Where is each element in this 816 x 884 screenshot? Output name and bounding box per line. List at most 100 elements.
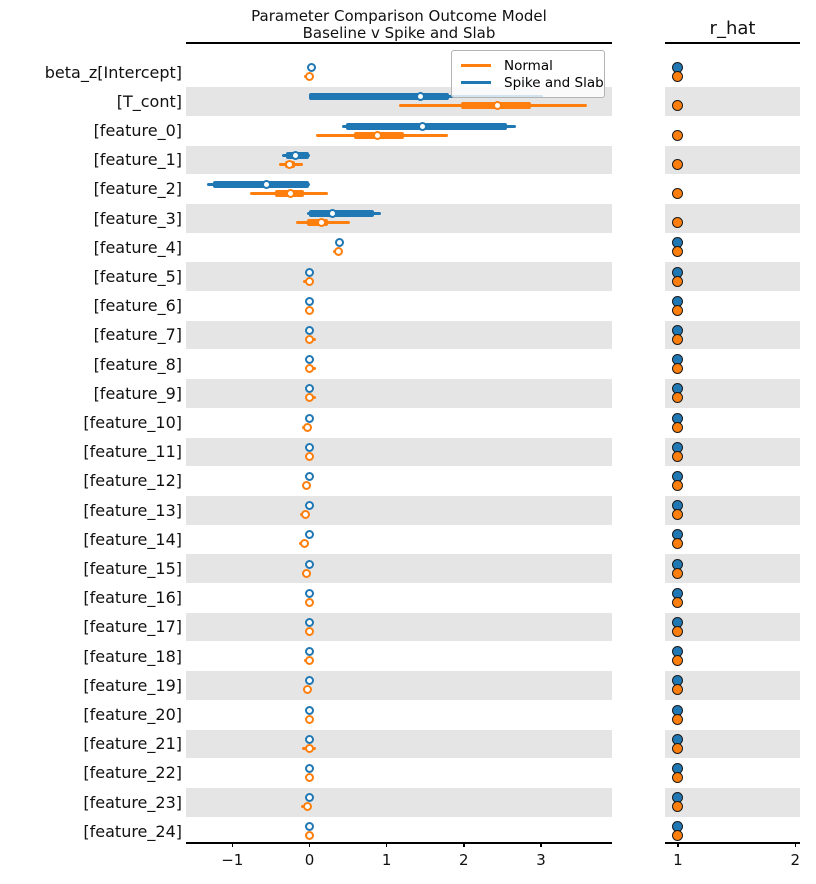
x-tick <box>385 843 388 847</box>
row-label: [feature_8] <box>93 354 182 374</box>
row-band-rhat <box>665 145 800 175</box>
row-band-rhat <box>665 671 800 700</box>
row-band-rhat <box>665 437 800 467</box>
median-marker-spike_slab <box>304 413 314 423</box>
row-band-rhat <box>665 262 800 292</box>
median-marker-spike_slab <box>261 179 271 189</box>
median-marker-spike_slab <box>304 530 314 540</box>
row-label: [feature_13] <box>83 500 182 520</box>
rhat-dot-normal <box>672 275 684 287</box>
rhat-dot-normal <box>672 479 684 491</box>
median-marker-spike_slab <box>304 705 314 715</box>
median-marker-normal <box>301 568 311 578</box>
row-band-rhat <box>665 788 800 817</box>
median-marker-normal <box>316 218 326 228</box>
row-label: [feature_4] <box>93 237 182 257</box>
row-label: [feature_2] <box>93 179 182 199</box>
row-label: [feature_11] <box>83 442 182 462</box>
rhat-dot-normal <box>672 771 684 783</box>
x-tick <box>463 843 465 847</box>
rhat-dot-normal <box>672 217 684 229</box>
median-marker-normal <box>304 743 314 753</box>
row-band-rhat <box>665 554 800 584</box>
rhat-dot-normal <box>672 129 684 141</box>
rhat-dot-normal <box>672 304 684 316</box>
median-marker-normal <box>304 772 314 782</box>
row-label: [feature_15] <box>83 559 182 578</box>
rhat-dot-normal <box>672 71 684 83</box>
median-marker-spike_slab <box>335 238 345 248</box>
median-marker-normal <box>304 305 314 315</box>
iqr-line-spike_slab <box>309 210 375 218</box>
row-band-rhat <box>665 729 800 759</box>
legend-entry-normal: Normal <box>461 57 594 74</box>
median-marker-normal <box>299 539 309 549</box>
row-band-rhat <box>665 496 800 525</box>
row-label: [feature_24] <box>83 821 182 841</box>
rhat-dot-normal <box>672 450 684 462</box>
row-band-main <box>186 320 612 350</box>
median-marker-spike_slab <box>304 763 314 773</box>
x-tick-label: 0 <box>304 851 315 869</box>
legend-entry-label: Normal <box>504 57 553 74</box>
row-band-rhat <box>665 320 800 350</box>
row-band-main <box>186 145 612 175</box>
median-marker-spike_slab <box>304 793 314 803</box>
median-marker-normal <box>302 802 312 812</box>
row-label: [feature_22] <box>83 763 182 783</box>
legend-entry-label: Spike and Slab <box>504 74 604 91</box>
rhat-dot-normal <box>672 625 684 637</box>
row-label: [feature_21] <box>83 734 182 754</box>
median-marker-spike_slab <box>418 121 428 131</box>
row-band-main <box>186 554 612 584</box>
median-marker-spike_slab <box>304 296 314 306</box>
rhat-tick-label: 1 <box>673 851 683 869</box>
x-tick <box>540 843 542 847</box>
median-marker-normal <box>304 831 314 841</box>
row-band-main <box>186 496 612 525</box>
rhat-dot-normal <box>672 713 684 725</box>
row-label: [feature_23] <box>83 792 182 812</box>
row-label: [feature_1] <box>93 150 182 170</box>
median-marker-normal <box>303 685 313 695</box>
iqr-line-spike_slab <box>213 180 309 188</box>
row-label: [feature_20] <box>83 705 182 724</box>
row-label: [feature_10] <box>83 413 182 432</box>
median-marker-normal <box>286 188 296 198</box>
row-band-rhat <box>665 87 800 116</box>
rhat-dot-normal <box>672 830 684 842</box>
main-panel-bottom-spine <box>186 842 612 844</box>
rhat-panel-top-spine <box>665 42 800 44</box>
rhat-dot-normal <box>672 684 684 696</box>
row-label: [T_cont] <box>116 91 182 111</box>
legend-line-sample-spike-slab-icon <box>461 81 491 84</box>
iqr-line-spike_slab <box>309 93 450 101</box>
x-tick-label: 1 <box>381 851 392 869</box>
row-band-main <box>186 671 612 700</box>
median-marker-normal <box>304 393 314 403</box>
median-marker-spike_slab <box>304 559 314 569</box>
median-marker-spike_slab <box>304 676 314 686</box>
row-label: [feature_18] <box>83 646 182 666</box>
row-label: [feature_5] <box>93 267 182 286</box>
row-label: [feature_6] <box>93 296 182 316</box>
median-marker-spike_slab <box>304 501 314 511</box>
median-marker-spike_slab <box>304 588 314 598</box>
median-marker-spike_slab <box>304 822 314 832</box>
median-marker-spike_slab <box>304 355 314 365</box>
legend: Normal Spike and Slab <box>451 50 605 98</box>
row-label: beta_z[Intercept] <box>44 62 182 82</box>
median-marker-normal <box>284 159 294 169</box>
row-label: [feature_19] <box>83 675 182 695</box>
rhat-dot-normal <box>672 596 684 608</box>
rhat-dot-normal <box>672 158 684 170</box>
row-label: [feature_3] <box>93 208 182 228</box>
median-marker-normal <box>302 422 312 432</box>
x-tick <box>231 843 234 847</box>
rhat-dot-normal <box>672 538 684 550</box>
rhat-panel-title: r_hat <box>709 18 756 39</box>
median-marker-normal <box>304 276 314 286</box>
main-panel-title-line-1: Parameter Comparison Outcome Model <box>251 7 547 25</box>
legend-entry-spike-slab: Spike and Slab <box>461 74 604 91</box>
